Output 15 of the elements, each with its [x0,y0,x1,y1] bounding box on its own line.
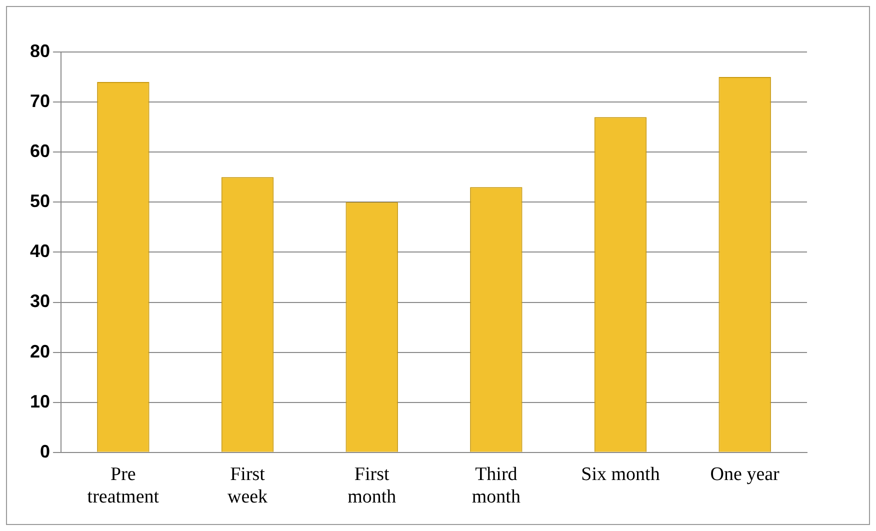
y-tick-label: 80 [30,40,50,61]
y-tick-label: 20 [30,341,50,362]
y-tick-label: 30 [30,291,50,312]
y-tick-label: 50 [30,191,50,212]
x-tick-label: First week [227,464,268,508]
y-tick-label: 70 [30,91,50,112]
x-tick-label: Six month [581,464,660,485]
y-tick-label: 0 [40,441,50,462]
x-tick-label: First month [348,464,397,508]
y-tick-label: 60 [30,141,50,162]
x-tick-label: One year [710,464,780,485]
y-tick-label: 10 [30,391,50,412]
y-tick-label: 40 [30,241,50,262]
x-tick-label: Pre treatment [87,464,160,508]
x-tick-label: Third month [472,464,521,508]
